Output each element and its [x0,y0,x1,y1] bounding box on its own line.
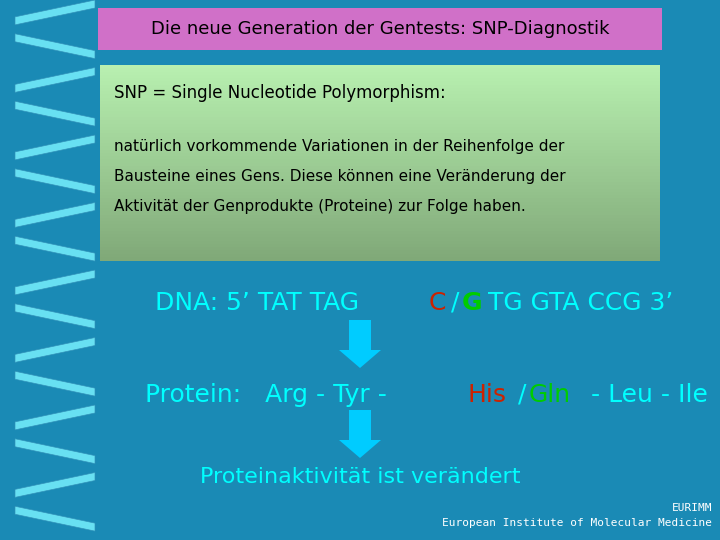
Bar [100,120,660,125]
Polygon shape [15,472,95,497]
Polygon shape [15,237,95,261]
Polygon shape [15,33,95,59]
Bar [100,114,660,118]
Text: /: / [451,291,459,315]
Text: Bausteine eines Gens. Diese können eine Veränderung der: Bausteine eines Gens. Diese können eine … [114,170,566,185]
Bar [100,221,660,225]
Polygon shape [15,168,95,194]
Bar [100,75,660,79]
Bar [100,179,660,183]
Polygon shape [15,303,95,329]
Bar [100,127,660,131]
Bar [100,237,660,241]
Bar [100,124,660,128]
Bar [100,101,660,105]
Polygon shape [15,405,95,430]
Bar [100,172,660,177]
Bar [100,195,660,199]
Bar [100,224,660,228]
Polygon shape [15,135,95,160]
Bar [100,163,660,167]
Polygon shape [339,320,381,368]
Bar [100,78,660,82]
Bar [100,185,660,190]
Bar [100,117,660,122]
Polygon shape [15,438,95,464]
Text: C: C [428,291,446,315]
Bar [100,211,660,215]
Text: His: His [467,383,506,407]
Bar [100,198,660,202]
Text: Proteinaktivität ist verändert: Proteinaktivität ist verändert [199,467,521,487]
Bar [100,169,660,173]
Text: European Institute of Molecular Medicine: European Institute of Molecular Medicine [442,518,712,528]
Bar [100,84,660,89]
Text: natürlich vorkommende Variationen in der Reihenfolge der: natürlich vorkommende Variationen in der… [114,139,564,154]
Polygon shape [15,507,95,531]
Bar [100,214,660,219]
Text: G: G [462,291,482,315]
Bar [100,227,660,232]
Bar [100,156,660,160]
Bar [100,98,660,102]
Polygon shape [339,410,381,458]
Bar [100,240,660,245]
Bar [100,250,660,254]
Polygon shape [15,338,95,362]
Bar [100,182,660,186]
Bar [100,205,660,209]
Bar [100,137,660,141]
Bar [100,166,660,170]
Polygon shape [15,372,95,396]
Polygon shape [15,102,95,126]
Text: Aktivität der Genprodukte (Proteine) zur Folge haben.: Aktivität der Genprodukte (Proteine) zur… [114,199,526,214]
Bar [100,146,660,151]
Bar [100,159,660,164]
Text: Gln: Gln [528,383,571,407]
Bar [100,253,660,258]
Bar [100,133,660,138]
Bar [100,208,660,212]
Text: /: / [518,383,526,407]
Text: DNA: 5’ TAT TAG: DNA: 5’ TAT TAG [155,291,367,315]
Bar [100,111,660,115]
Polygon shape [15,202,95,227]
Bar [100,192,660,196]
Bar [100,68,660,72]
Bar [100,247,660,251]
Bar [100,231,660,235]
Bar [100,153,660,157]
Polygon shape [15,270,95,295]
Text: Protein:   Arg - Tyr -: Protein: Arg - Tyr - [145,383,395,407]
Bar [100,143,660,147]
Bar [100,71,660,76]
Bar [100,81,660,85]
Text: - Leu - Ile: - Leu - Ile [583,383,708,407]
FancyBboxPatch shape [98,8,662,50]
Bar [100,150,660,154]
Bar [100,201,660,206]
Bar [100,234,660,238]
Polygon shape [15,0,95,25]
Text: Die neue Generation der Gentests: SNP-Diagnostik: Die neue Generation der Gentests: SNP-Di… [150,20,609,38]
Bar [100,91,660,95]
Bar [100,65,660,69]
Bar [100,140,660,144]
Bar [100,256,660,261]
Text: TG GTA CCG 3’: TG GTA CCG 3’ [488,291,674,315]
Text: SNP = Single Nucleotide Polymorphism:: SNP = Single Nucleotide Polymorphism: [114,84,446,102]
Polygon shape [15,68,95,92]
Bar [100,130,660,134]
Bar [100,176,660,180]
Bar [100,188,660,193]
Bar [100,107,660,111]
Bar [100,87,660,92]
Text: EURIMM: EURIMM [672,503,712,513]
Bar [100,218,660,222]
Bar [100,244,660,248]
Bar [100,94,660,98]
Bar [100,104,660,108]
